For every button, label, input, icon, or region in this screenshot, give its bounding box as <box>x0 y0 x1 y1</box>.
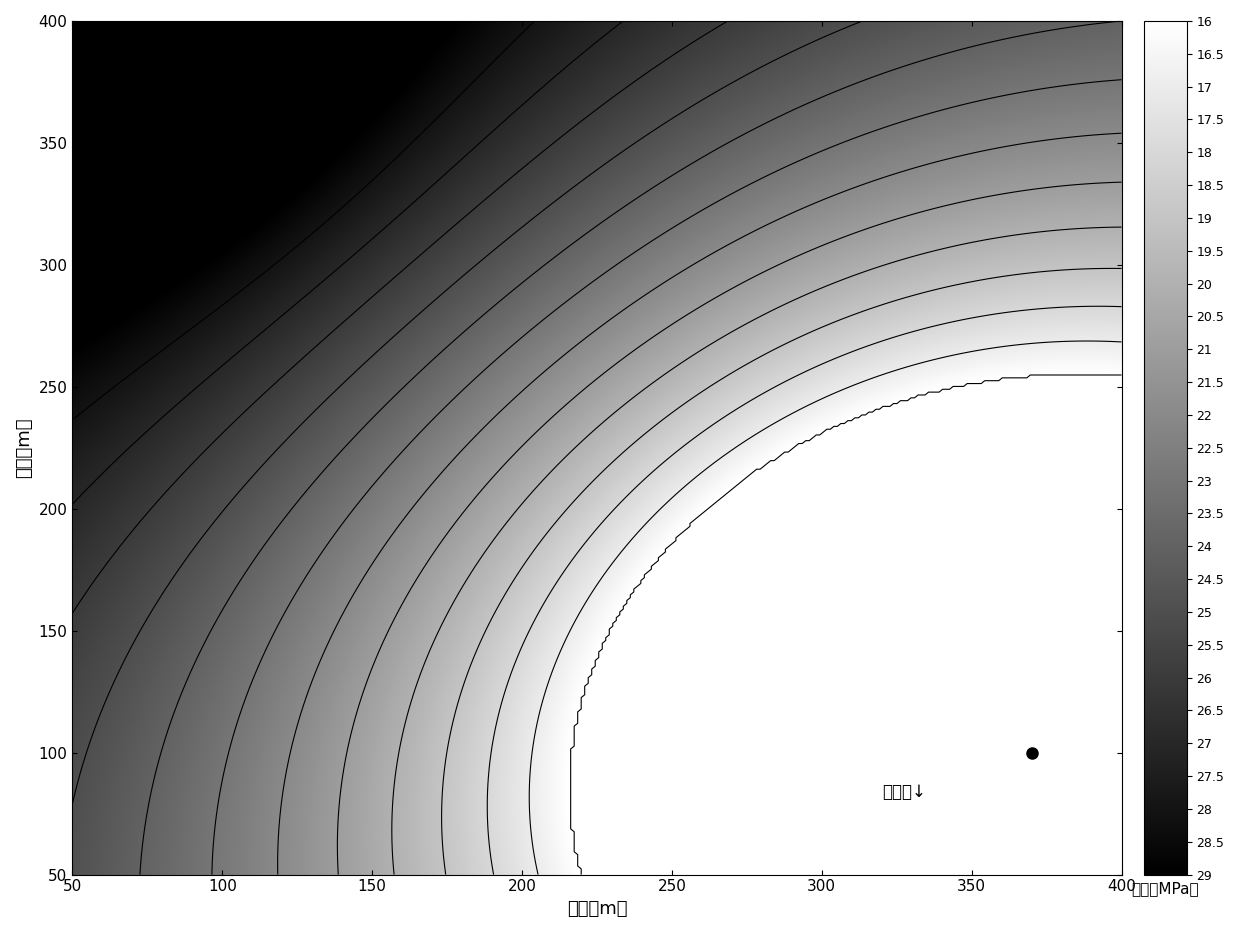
Y-axis label: 距离（m）: 距离（m） <box>15 418 33 478</box>
Text: 生产井↓: 生产井↓ <box>882 783 925 801</box>
X-axis label: 压力（MPa）: 压力（MPa） <box>1132 882 1199 897</box>
X-axis label: 距离（m）: 距离（m） <box>567 900 627 918</box>
